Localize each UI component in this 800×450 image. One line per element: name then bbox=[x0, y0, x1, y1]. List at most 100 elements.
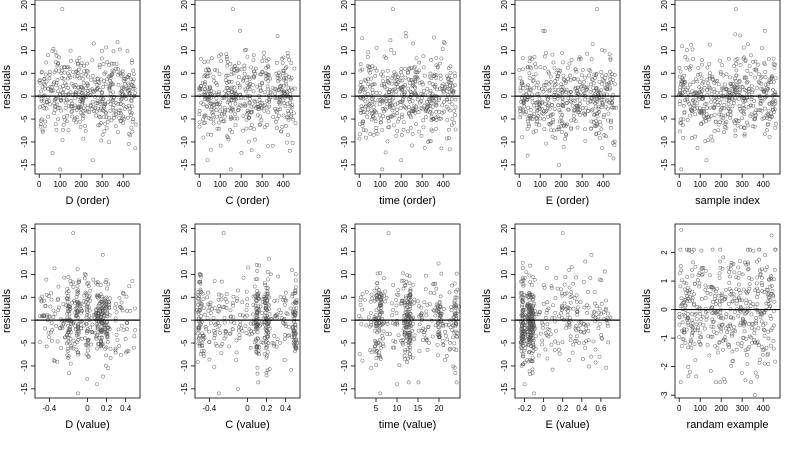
data-point bbox=[693, 264, 698, 269]
data-point bbox=[606, 111, 611, 116]
data-point bbox=[44, 292, 49, 297]
data-point bbox=[366, 92, 370, 96]
data-point bbox=[763, 82, 768, 87]
data-point bbox=[293, 278, 298, 283]
data-point bbox=[250, 122, 254, 127]
data-point bbox=[391, 338, 396, 343]
data-point bbox=[101, 62, 106, 66]
data-point bbox=[228, 115, 233, 119]
data-point bbox=[584, 105, 588, 110]
data-point bbox=[429, 58, 433, 62]
data-point bbox=[199, 290, 204, 295]
data-point bbox=[741, 98, 745, 103]
data-point bbox=[697, 271, 702, 276]
data-point bbox=[90, 322, 95, 327]
data-point bbox=[454, 348, 459, 352]
data-point bbox=[88, 298, 93, 303]
data-point bbox=[697, 284, 701, 289]
data-point bbox=[66, 355, 71, 360]
data-point bbox=[50, 49, 55, 53]
data-point bbox=[440, 339, 445, 343]
data-point bbox=[231, 71, 236, 76]
data-point bbox=[438, 86, 442, 91]
data-point bbox=[417, 80, 422, 85]
data-point bbox=[394, 133, 399, 138]
data-point bbox=[399, 73, 404, 78]
data-point bbox=[52, 111, 56, 115]
y-tick-label: 0 bbox=[500, 93, 509, 98]
data-point bbox=[116, 82, 121, 87]
data-point bbox=[528, 293, 532, 298]
data-point bbox=[79, 61, 84, 66]
data-point bbox=[568, 300, 573, 305]
data-point bbox=[411, 282, 415, 287]
data-point bbox=[686, 312, 690, 316]
data-point bbox=[543, 87, 548, 92]
y-tick-label: 0 bbox=[660, 93, 669, 98]
data-point bbox=[697, 85, 702, 90]
data-point bbox=[414, 56, 419, 61]
data-point bbox=[393, 339, 398, 344]
data-point bbox=[712, 98, 717, 103]
data-point bbox=[758, 101, 763, 105]
data-point bbox=[98, 283, 103, 288]
data-point bbox=[417, 349, 422, 353]
data-point bbox=[293, 289, 298, 294]
data-point bbox=[103, 121, 108, 126]
data-point bbox=[711, 106, 716, 111]
data-point bbox=[588, 90, 593, 94]
data-point bbox=[131, 68, 136, 73]
data-point bbox=[87, 313, 91, 318]
data-point bbox=[699, 335, 704, 339]
data-point bbox=[700, 81, 705, 86]
data-point bbox=[452, 281, 457, 286]
data-point bbox=[549, 121, 553, 126]
data-point bbox=[759, 46, 764, 50]
data-point bbox=[579, 84, 583, 89]
data-point bbox=[43, 326, 47, 331]
data-point bbox=[454, 289, 458, 294]
y-tick-label: 20 bbox=[180, 0, 189, 9]
data-point bbox=[89, 316, 94, 321]
data-point bbox=[540, 342, 545, 347]
data-point bbox=[448, 340, 453, 345]
data-point bbox=[717, 323, 722, 328]
data-point bbox=[84, 321, 88, 326]
data-point bbox=[242, 71, 247, 76]
data-point bbox=[714, 302, 718, 306]
data-point bbox=[421, 118, 426, 123]
data-point bbox=[440, 103, 445, 108]
data-point bbox=[721, 116, 726, 121]
data-point bbox=[746, 123, 750, 128]
data-point bbox=[125, 321, 129, 326]
data-point bbox=[364, 128, 368, 133]
data-point bbox=[104, 115, 109, 119]
data-point bbox=[89, 77, 94, 82]
data-point bbox=[376, 341, 381, 346]
data-point bbox=[579, 73, 584, 78]
data-point bbox=[773, 247, 778, 252]
data-point bbox=[741, 317, 746, 322]
data-point bbox=[404, 310, 409, 315]
data-point bbox=[108, 346, 113, 351]
data-point bbox=[586, 328, 591, 333]
data-point bbox=[682, 89, 687, 94]
data-point bbox=[688, 341, 692, 346]
data-point bbox=[522, 382, 527, 387]
data-point bbox=[227, 98, 231, 103]
data-point bbox=[81, 299, 86, 303]
data-point bbox=[42, 76, 47, 81]
data-point bbox=[228, 315, 233, 319]
data-point bbox=[99, 138, 104, 143]
data-point bbox=[275, 337, 280, 342]
data-point bbox=[751, 103, 756, 108]
data-point bbox=[692, 106, 697, 111]
data-point bbox=[245, 112, 249, 117]
data-point bbox=[709, 284, 714, 289]
data-point bbox=[101, 109, 106, 114]
data-point bbox=[720, 266, 725, 271]
data-point bbox=[399, 70, 403, 75]
data-point bbox=[358, 298, 363, 303]
data-point bbox=[751, 249, 756, 253]
